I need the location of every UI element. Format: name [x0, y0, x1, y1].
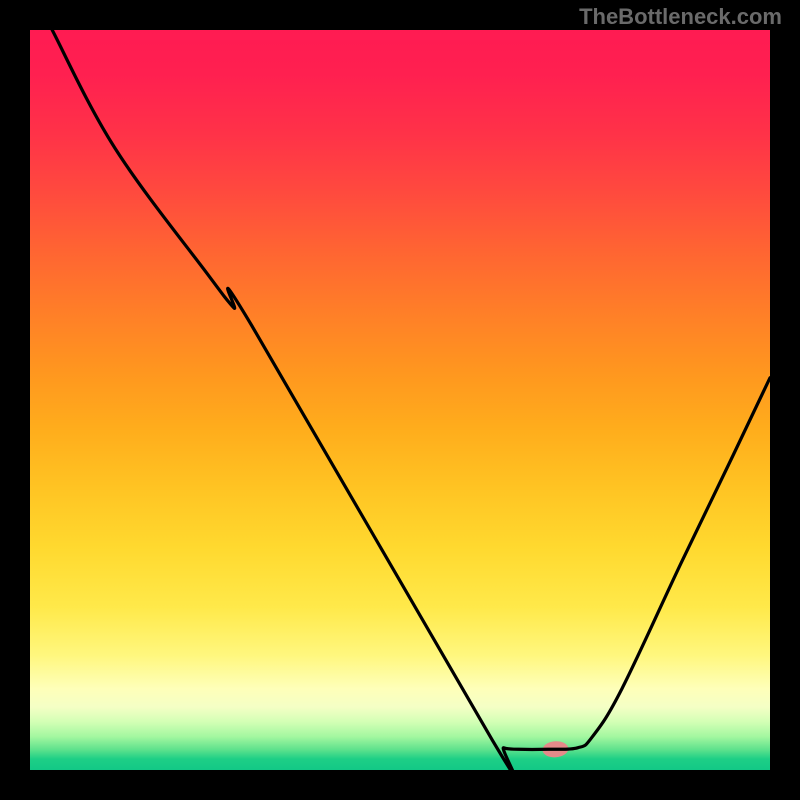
plot-area	[30, 30, 770, 770]
bottleneck-chart	[30, 30, 770, 770]
image-frame: TheBottleneck.com	[0, 0, 800, 800]
gradient-background	[30, 30, 770, 770]
watermark-text: TheBottleneck.com	[579, 4, 782, 30]
